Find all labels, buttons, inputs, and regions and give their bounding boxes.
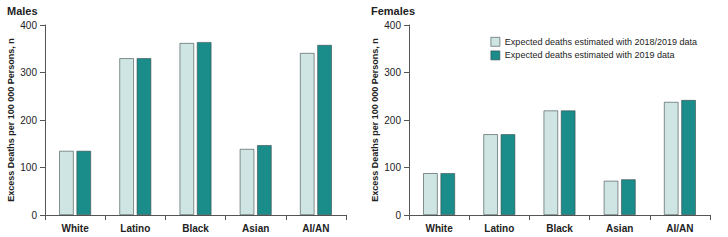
svg-text:Latino: Latino (484, 223, 514, 234)
svg-text:Males: Males (7, 5, 38, 17)
svg-text:AI/AN: AI/AN (302, 223, 329, 234)
svg-text:100: 100 (384, 162, 401, 173)
svg-text:0: 0 (31, 210, 37, 221)
svg-text:200: 200 (384, 115, 401, 126)
svg-text:0: 0 (395, 210, 401, 221)
svg-text:300: 300 (384, 67, 401, 78)
svg-text:Females: Females (371, 5, 415, 17)
svg-text:Excess Deaths per 100 000 Pers: Excess Deaths per 100 000 Persons, n (6, 38, 16, 202)
svg-text:Latino: Latino (120, 223, 150, 234)
svg-text:300: 300 (20, 67, 37, 78)
svg-text:400: 400 (384, 20, 401, 31)
svg-text:400: 400 (20, 20, 37, 31)
svg-text:Black: Black (182, 223, 209, 234)
svg-text:Asian: Asian (242, 223, 269, 234)
svg-text:Expected deaths estimated with: Expected deaths estimated with 2018/2019… (505, 37, 697, 47)
svg-text:Excess Deaths per 100 000 Pers: Excess Deaths per 100 000 Persons, n (370, 38, 380, 202)
svg-text:Asian: Asian (606, 223, 633, 234)
svg-text:Black: Black (546, 223, 573, 234)
svg-text:White: White (425, 223, 453, 234)
svg-text:AI/AN: AI/AN (666, 223, 693, 234)
svg-text:100: 100 (20, 162, 37, 173)
svg-text:200: 200 (20, 115, 37, 126)
svg-text:White: White (61, 223, 89, 234)
svg-text:Expected deaths estimated with: Expected deaths estimated with 2019 data (505, 50, 675, 60)
